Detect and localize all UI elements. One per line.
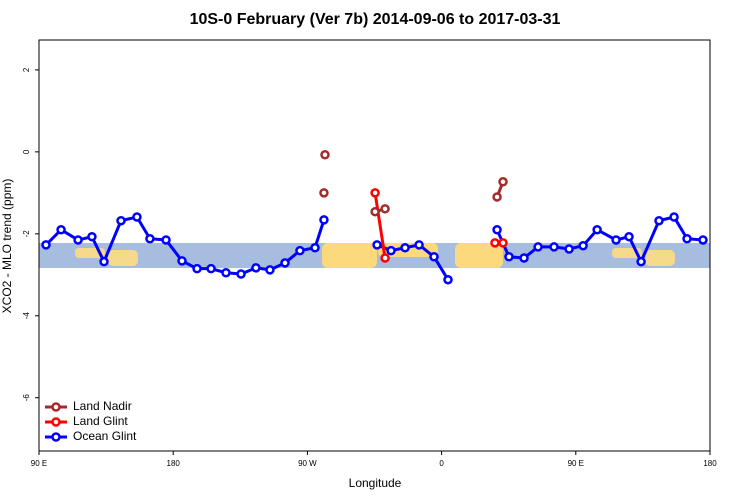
point [636,256,646,267]
point [251,263,261,273]
y-tick-label: 2 [22,67,31,72]
point [549,242,559,252]
x-tick-label: 180 [703,459,717,468]
point [310,243,320,253]
legend-label: Ocean Glint [73,429,137,443]
legend-marker [51,432,61,442]
legend-marker [51,417,61,427]
point [654,215,664,226]
y-tick-label: -2 [22,230,31,238]
x-tick-label: 0 [439,459,444,468]
point [295,245,305,256]
point [498,177,508,187]
y-tick-label: -6 [22,394,31,402]
point [116,215,126,226]
point [490,238,500,248]
point [519,253,529,263]
series-line [374,181,505,214]
legend-label: Land Nadir [73,399,132,413]
point [370,206,380,217]
point [492,224,502,235]
point [414,240,424,250]
point [73,235,83,245]
point [564,244,574,254]
point [56,224,66,235]
point [320,149,330,160]
point [370,188,380,198]
point [624,231,634,242]
x-tick-label: 180 [167,459,181,468]
point [161,235,171,245]
y-tick-label: 0 [22,149,31,154]
point [533,242,543,252]
point [669,212,679,222]
point [429,252,439,262]
point [41,240,51,250]
x-axis-label: Longitude [349,476,402,490]
point [578,240,588,251]
point [386,245,396,256]
x-tick-label: 90 E [568,459,584,468]
point [372,240,382,250]
point [400,243,410,253]
point [236,269,246,279]
point [192,263,202,274]
legend-marker [51,402,61,412]
point [443,274,453,285]
point [87,231,97,242]
point [206,263,216,274]
point [492,192,502,202]
plot-frame [38,39,711,452]
point [280,258,290,268]
point [498,238,508,248]
point [380,204,390,214]
y-tick-label: -4 [22,312,31,320]
point [132,212,142,222]
point [698,235,708,245]
point [682,233,692,244]
point [319,188,329,198]
point [265,265,275,275]
point [99,256,109,267]
chart-title: 10S-0 February (Ver 7b) 2014-09-06 to 20… [190,11,561,28]
point [592,224,602,235]
point [177,256,187,266]
legend-label: Land Glint [73,414,128,428]
point [145,233,155,244]
point [319,215,329,225]
x-tick-label: 90 W [298,459,317,468]
point [504,252,514,262]
point [380,253,390,263]
point [221,267,231,278]
y-axis-label: XCO2 - MLO trend (ppm) [0,179,14,314]
point [611,235,621,245]
x-tick-label: 90 E [31,459,47,468]
